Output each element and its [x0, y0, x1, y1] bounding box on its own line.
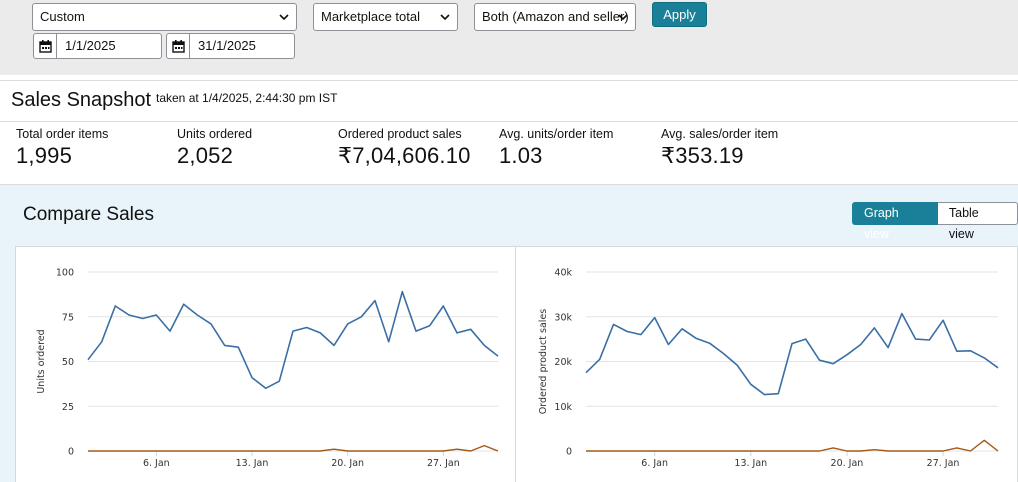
y-axis-label: Ordered product sales	[538, 309, 549, 414]
chevron-down-icon	[279, 14, 289, 21]
apply-button[interactable]: Apply	[652, 2, 707, 27]
date-range-value: Custom	[40, 9, 85, 24]
metric-label: Ordered product sales	[338, 127, 462, 141]
metric-avg-sales-per-order-item: Avg. sales/order item ₹353.19	[661, 127, 778, 169]
metric-ordered-product-sales: Ordered product sales ₹7,04,606.10	[338, 127, 471, 169]
y-tick-label: 75	[62, 312, 74, 323]
calendar-icon	[172, 40, 185, 53]
metric-label: Total order items	[16, 127, 109, 141]
start-date-picker: 1/1/2025	[33, 33, 162, 59]
y-tick-label: 50	[62, 357, 74, 368]
metric-units-ordered: Units ordered 2,052	[177, 127, 252, 169]
x-tick-label: 27. Jan	[427, 458, 460, 469]
x-tick-label: 6. Jan	[143, 458, 170, 469]
series-line-secondary	[586, 439, 999, 452]
y-tick-label: 25	[62, 402, 74, 413]
marketplace-select[interactable]: Marketplace total	[313, 3, 458, 31]
table-view-button[interactable]: Table view	[937, 202, 1018, 241]
end-date-input[interactable]: 31/1/2025	[189, 33, 295, 59]
metric-label: Avg. sales/order item	[661, 127, 779, 141]
series-line-secondary	[88, 444, 499, 452]
metric-value: ₹353.19	[661, 143, 744, 168]
units-ordered-chart: 0 25 50 75 100 6. Jan 13. Jan 20. Jan 27. Jan Uni…	[15, 246, 516, 482]
x-tick-label: 20. Jan	[831, 458, 864, 469]
snapshot-timestamp: taken at 1/4/2025, 2:44:30 pm IST	[156, 91, 338, 105]
y-tick-label: 10k	[554, 402, 572, 413]
ordered-product-sales-chart: 0 10k 20k 30k 40k 6. Jan 13. Jan 20. Jan 27. Jan…	[515, 246, 1018, 482]
fulfillment-select[interactable]: Both (Amazon and seller)	[474, 3, 636, 31]
start-date-input[interactable]: 1/1/2025	[56, 33, 162, 59]
ordered-product-sales-chart-svg: 0 10k 20k 30k 40k 6. Jan 13. Jan 20. Jan 27. Jan…	[538, 268, 999, 469]
chevron-down-icon	[618, 14, 628, 21]
x-tick-label: 20. Jan	[331, 458, 364, 469]
series-line-primary	[87, 290, 499, 390]
metric-value: ₹7,04,606.10	[338, 143, 471, 168]
calendar-icon	[39, 40, 52, 53]
y-tick-label: 0	[68, 447, 74, 458]
metric-value: 2,052	[177, 143, 234, 168]
metric-label: Units ordered	[177, 127, 253, 141]
metric-total-order-items: Total order items 1,995	[16, 127, 108, 169]
y-tick-label: 40k	[554, 268, 572, 279]
marketplace-value: Marketplace total	[321, 9, 420, 24]
compare-sales-section: Compare Sales Graph view Table view 0 25 5…	[0, 184, 1018, 482]
view-toggle: Graph view Table view	[852, 202, 1018, 241]
metric-value: 1,995	[16, 143, 73, 168]
end-date-calendar-button[interactable]	[166, 33, 190, 59]
metric-label: Avg. units/order item	[499, 127, 614, 141]
units-ordered-chart-svg: 0 25 50 75 100 6. Jan 13. Jan 20. Jan 27. Jan Uni…	[36, 268, 499, 469]
x-tick-label: 13. Jan	[236, 458, 269, 469]
filter-bar: Custom Marketplace total Both (Amazon an…	[0, 0, 1018, 75]
date-range-select[interactable]: Custom	[32, 3, 297, 31]
x-tick-label: 6. Jan	[641, 458, 668, 469]
x-tick-label: 13. Jan	[734, 458, 767, 469]
metric-avg-units-per-order-item: Avg. units/order item 1.03	[499, 127, 613, 169]
sales-snapshot-title: Sales Snapshot	[11, 89, 152, 111]
chevron-down-icon	[440, 14, 450, 21]
graph-view-button[interactable]: Graph view	[852, 202, 938, 241]
series-line-primary	[585, 312, 999, 396]
metric-value: 1.03	[499, 143, 543, 168]
end-date-picker: 31/1/2025	[166, 33, 295, 59]
y-axis-label: Units ordered	[36, 329, 47, 393]
y-tick-label: 20k	[554, 357, 572, 368]
compare-sales-title: Compare Sales	[23, 204, 154, 225]
y-tick-label: 0	[566, 447, 572, 458]
start-date-calendar-button[interactable]	[33, 33, 57, 59]
x-tick-label: 27. Jan	[927, 458, 960, 469]
fulfillment-value: Both (Amazon and seller)	[482, 9, 629, 24]
y-tick-label: 30k	[554, 312, 572, 323]
sales-snapshot-header: Sales Snapshot taken at 1/4/2025, 2:44:3…	[0, 80, 1018, 122]
y-tick-label: 100	[56, 268, 74, 279]
